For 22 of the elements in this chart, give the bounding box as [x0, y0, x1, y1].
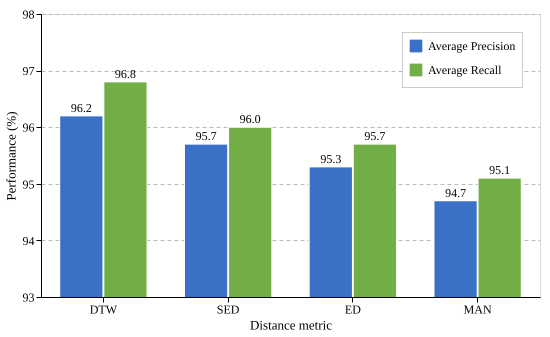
y-axis-title: Performance (%) — [4, 111, 18, 201]
legend-label: Average Recall — [428, 63, 502, 77]
x-tick-label: SED — [216, 302, 240, 316]
data-label: 95.7 — [364, 129, 386, 144]
y-tick-label: 94 — [22, 234, 34, 248]
data-label: 95.3 — [320, 152, 342, 166]
x-tick-label: DTW — [90, 302, 118, 316]
data-label: 96.8 — [114, 66, 136, 81]
legend-label: Average Precision — [428, 39, 516, 53]
data-label: 96.2 — [70, 100, 92, 115]
data-label: 95.1 — [489, 163, 510, 178]
y-tick-label: 98 — [22, 8, 34, 22]
y-tick-label: 97 — [22, 64, 34, 78]
data-label: 94.7 — [445, 186, 466, 200]
y-tick-label: 96 — [22, 120, 34, 135]
data-label: 96.0 — [240, 112, 261, 126]
x-tick-label: ED — [344, 302, 362, 316]
x-axis-title: Distance metric — [250, 318, 332, 332]
y-tick-label: 95 — [22, 177, 34, 192]
x-tick-label: MAN — [464, 302, 492, 316]
data-label: 95.7 — [196, 129, 217, 144]
y-tick-label: 93 — [22, 290, 34, 304]
